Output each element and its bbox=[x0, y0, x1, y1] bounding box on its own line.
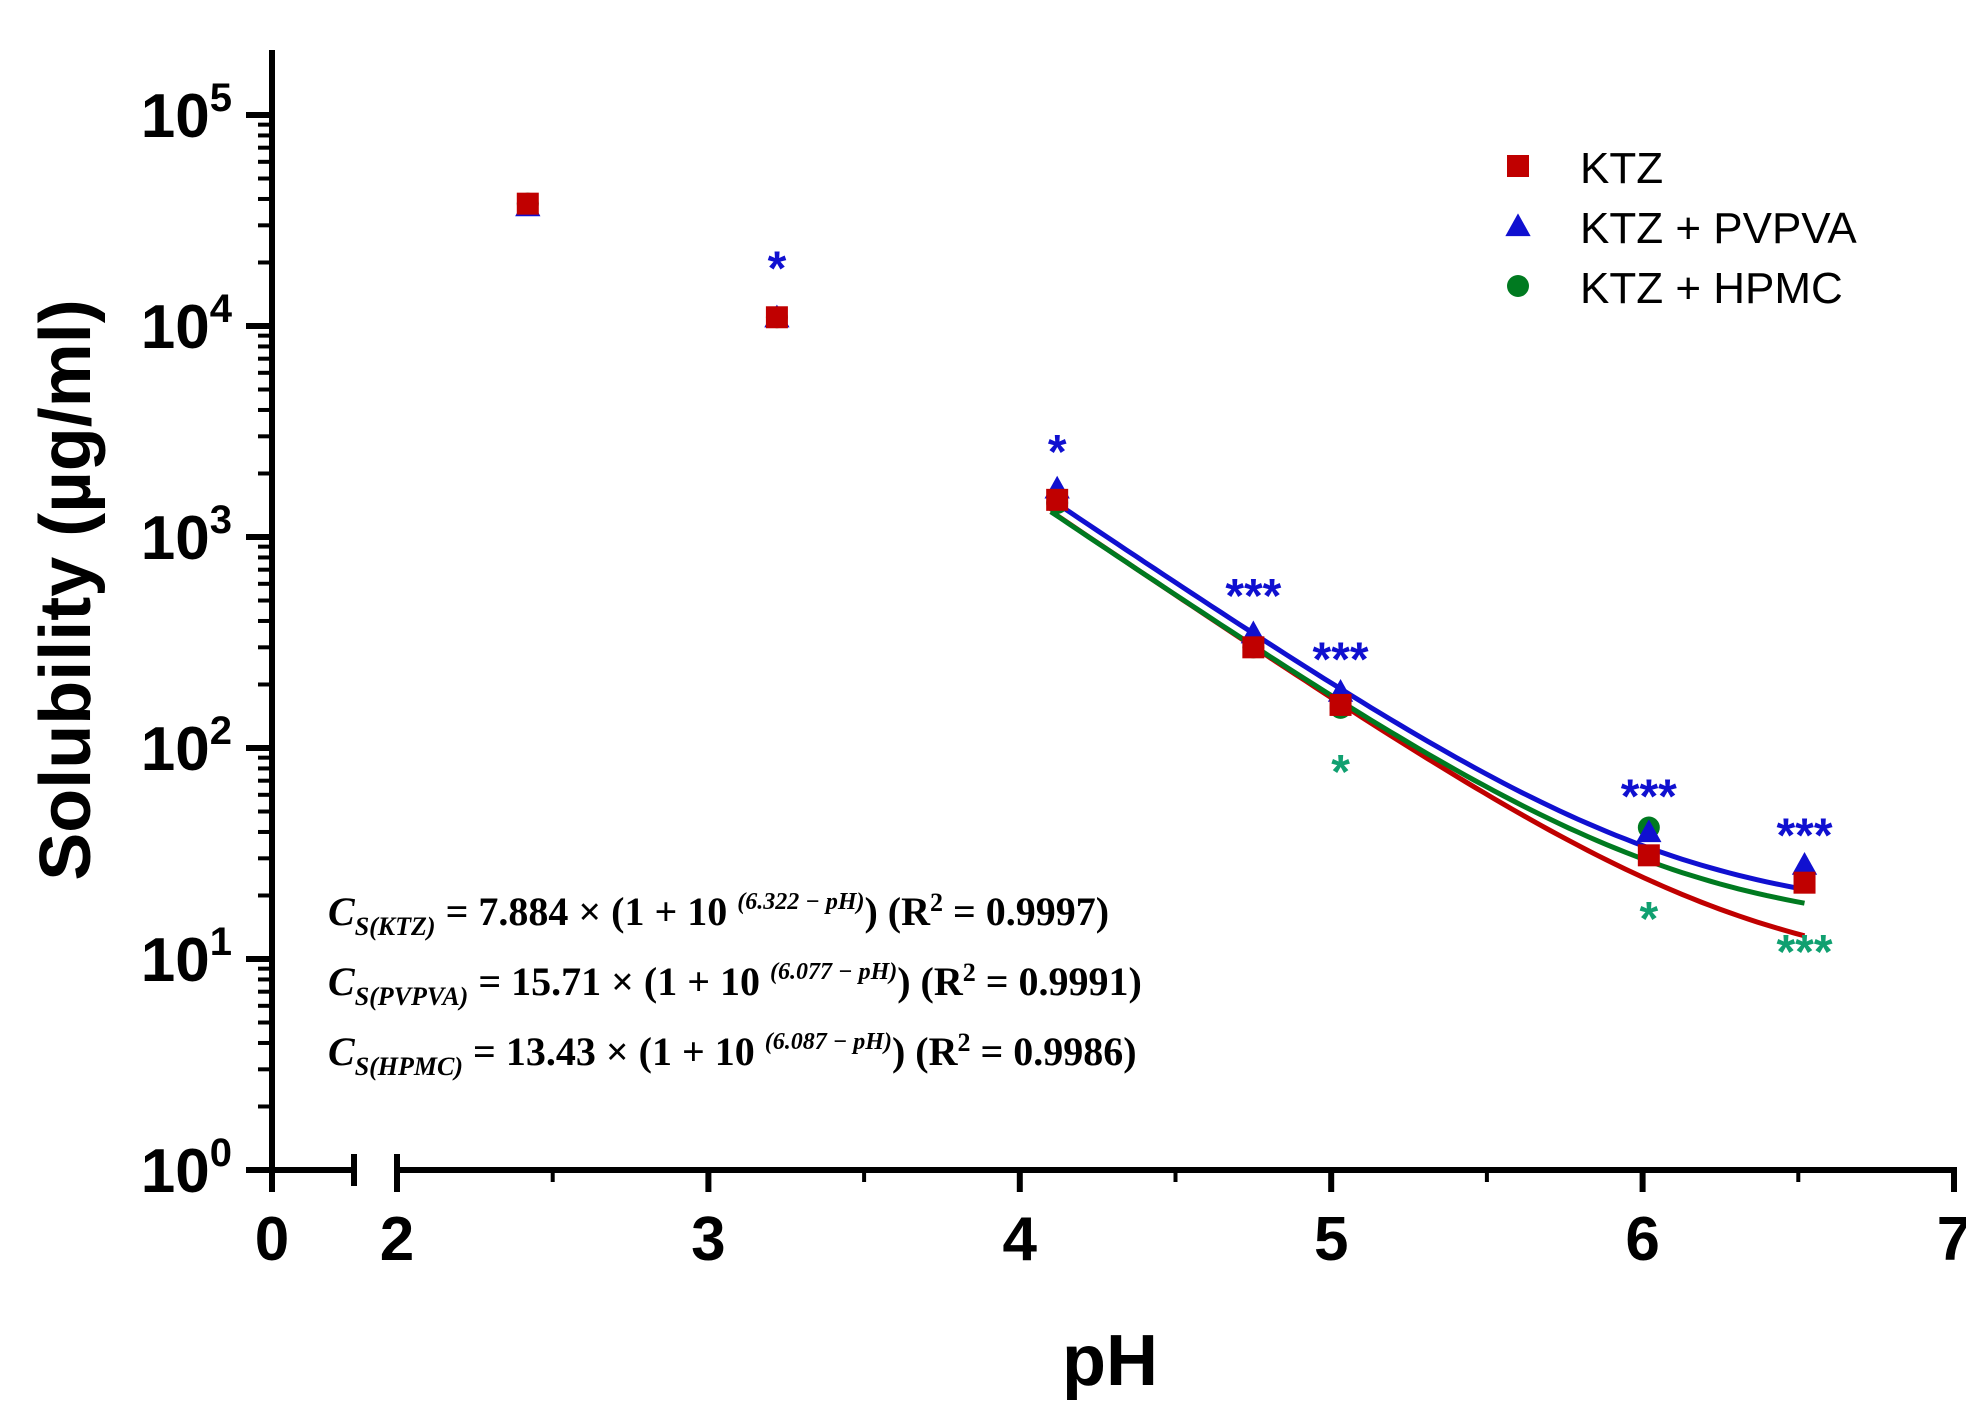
y-tick-label: 103 bbox=[141, 498, 232, 573]
x-ticks: 0 2 3 4 5 6 7 bbox=[255, 1170, 1966, 1274]
square-marker bbox=[1507, 155, 1529, 177]
significance-star: *** bbox=[1313, 634, 1369, 687]
y-tick-label: 101 bbox=[141, 920, 232, 995]
x-tick-label: 7 bbox=[1937, 1205, 1966, 1274]
y-tick-label: 100 bbox=[141, 1131, 232, 1206]
equation-line: CS(KTZ) = 7.884 × (1 + 10 (6.322 − pH)) … bbox=[328, 888, 1109, 941]
square-marker bbox=[1793, 871, 1816, 894]
square-marker bbox=[1242, 636, 1265, 659]
significance-star: * bbox=[1639, 893, 1658, 946]
legend-item: KTZ + HPMC bbox=[1507, 264, 1843, 313]
x-tick-label: 2 bbox=[380, 1205, 414, 1274]
y-axis-title: Solubility (µg/ml) bbox=[26, 299, 106, 880]
significance-star: *** bbox=[1621, 770, 1677, 823]
equation-line: CS(PVPVA) = 15.71 × (1 + 10 (6.077 − pH)… bbox=[328, 958, 1142, 1011]
fit-curves bbox=[1049, 497, 1806, 939]
data-points bbox=[515, 192, 1818, 894]
triangle-marker bbox=[1505, 213, 1531, 237]
square-marker bbox=[1046, 488, 1069, 511]
x-tick-label: 4 bbox=[1003, 1205, 1038, 1274]
axes: 100 101 102 103 104 105 0 2 3 4 5 6 7 bbox=[141, 50, 1966, 1274]
fit-curve bbox=[1049, 497, 1805, 892]
x-axis-title: pH bbox=[1062, 1321, 1158, 1401]
x-tick-label: 6 bbox=[1625, 1205, 1659, 1274]
x-tick-label: 0 bbox=[255, 1205, 289, 1274]
legend: KTZ KTZ + PVPVA KTZ + HPMC bbox=[1505, 144, 1857, 313]
fit-equations: CS(KTZ) = 7.884 × (1 + 10 (6.322 − pH)) … bbox=[328, 888, 1142, 1081]
x-tick-label: 3 bbox=[691, 1205, 725, 1274]
triangle-marker bbox=[1636, 819, 1662, 843]
x-tick-label: 5 bbox=[1314, 1205, 1348, 1274]
significance-star: * bbox=[768, 242, 787, 295]
significance-star: *** bbox=[1777, 810, 1833, 863]
significance-star: *** bbox=[1225, 570, 1281, 623]
y-ticks: 100 101 102 103 104 105 bbox=[141, 76, 272, 1206]
y-tick-label: 105 bbox=[141, 76, 232, 151]
significance-marks: ********* ********** bbox=[768, 242, 1833, 979]
square-marker bbox=[516, 192, 539, 215]
equation-line: CS(HPMC) = 13.43 × (1 + 10 (6.087 − pH))… bbox=[328, 1028, 1137, 1081]
legend-label: KTZ bbox=[1580, 144, 1663, 193]
significance-star: *** bbox=[1777, 926, 1833, 979]
y-tick-label: 102 bbox=[141, 709, 232, 784]
legend-item: KTZ + PVPVA bbox=[1505, 204, 1857, 253]
significance-star: * bbox=[1331, 746, 1350, 799]
square-marker bbox=[1637, 844, 1660, 867]
legend-item: KTZ bbox=[1507, 144, 1663, 193]
y-tick-label: 104 bbox=[141, 287, 233, 362]
significance-star: * bbox=[1048, 426, 1067, 479]
square-marker bbox=[1329, 693, 1352, 716]
legend-label: KTZ + PVPVA bbox=[1580, 204, 1857, 253]
legend-label: KTZ + HPMC bbox=[1580, 264, 1843, 313]
triangle-marker bbox=[1791, 851, 1818, 875]
square-marker bbox=[765, 306, 788, 329]
fit-curve bbox=[1049, 509, 1805, 906]
circle-marker bbox=[1507, 275, 1529, 297]
